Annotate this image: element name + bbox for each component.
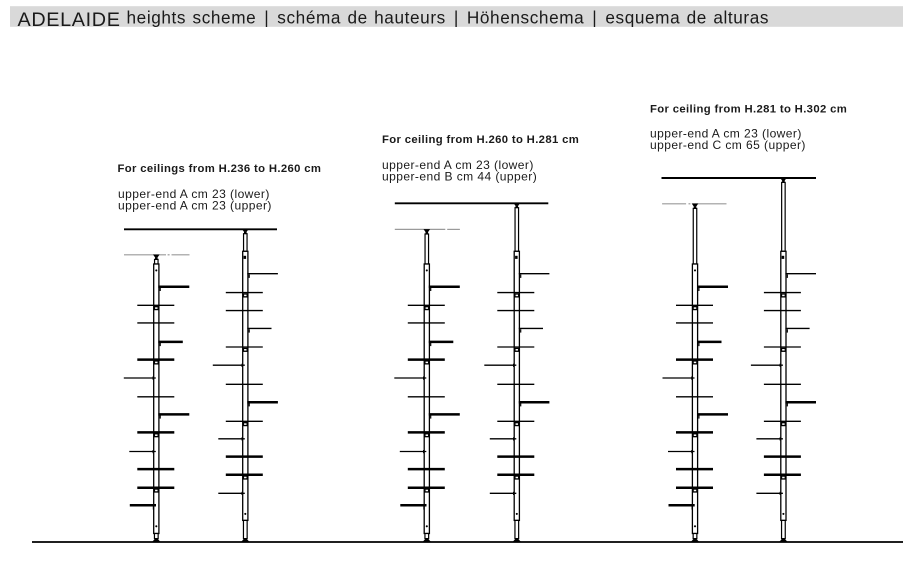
svg-text:upper-end A cm 23 (upper): upper-end A cm 23 (upper) [118,198,272,212]
svg-text:For ceiling from H.260 to H.28: For ceiling from H.260 to H.281 cm [382,134,579,146]
svg-text:heights scheme | schéma de hau: heights scheme | schéma de hauteurs | Hö… [127,8,770,28]
svg-text:upper-end B cm 44 (upper): upper-end B cm 44 (upper) [382,170,537,184]
svg-text:ADELAIDE: ADELAIDE [18,9,121,31]
svg-text:For ceiling from H.281 to H.30: For ceiling from H.281 to H.302 cm [650,104,847,116]
svg-text:upper-end A cm 23 (lower): upper-end A cm 23 (lower) [382,158,534,172]
svg-text:upper-end C cm 65 (upper): upper-end C cm 65 (upper) [650,138,806,152]
svg-text:upper-end A cm 23 (lower): upper-end A cm 23 (lower) [650,127,802,141]
svg-text:For ceilings from H.236 to H.2: For ceilings from H.236 to H.260 cm [118,163,322,175]
svg-text:upper-end A cm 23 (lower): upper-end A cm 23 (lower) [118,187,270,201]
